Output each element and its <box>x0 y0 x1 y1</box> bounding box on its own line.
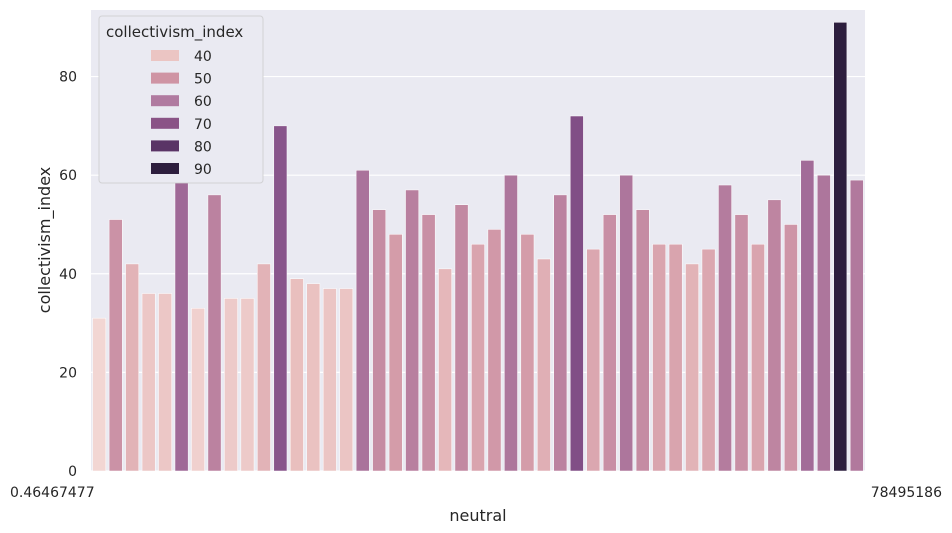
y-tick-label: 20 <box>59 365 77 381</box>
x-tick-label-left: 0.46467477 <box>10 485 95 501</box>
y-tick-label: 40 <box>59 267 77 283</box>
x-tick-label-right: 78495186 <box>871 485 942 501</box>
bar <box>718 184 732 472</box>
bar <box>520 234 535 472</box>
legend-label: 40 <box>194 49 212 65</box>
bar <box>339 288 354 472</box>
legend-swatch <box>151 72 179 84</box>
bar <box>569 115 584 472</box>
bar <box>537 258 551 472</box>
bar <box>652 243 666 472</box>
bar <box>257 263 271 472</box>
bar <box>92 317 107 472</box>
y-ticks: 0 20 40 60 80 <box>59 70 77 480</box>
legend-swatch <box>151 50 179 61</box>
bar <box>800 160 815 472</box>
bar <box>191 308 205 472</box>
legend-label: 90 <box>194 162 212 178</box>
bar <box>701 248 716 472</box>
bar <box>158 293 172 472</box>
bar <box>273 125 288 472</box>
x-axis-label: neutral <box>449 506 506 525</box>
legend-box <box>98 15 264 184</box>
bar <box>108 219 123 472</box>
bar <box>553 194 568 472</box>
bar <box>372 209 387 472</box>
bar <box>290 278 304 472</box>
legend-label: 50 <box>194 72 212 88</box>
bar <box>454 204 469 472</box>
bar <box>240 298 255 472</box>
bar <box>635 209 650 472</box>
bar <box>141 293 156 472</box>
bar <box>421 214 436 472</box>
bar <box>388 234 403 472</box>
bar <box>751 243 765 472</box>
bar <box>306 283 321 472</box>
bar <box>619 174 634 472</box>
bar <box>602 214 617 472</box>
bar <box>849 179 864 472</box>
bar <box>224 298 238 472</box>
legend-label: 70 <box>194 117 212 133</box>
bar <box>734 214 749 472</box>
y-tick-label: 0 <box>68 464 77 480</box>
bar <box>355 169 370 472</box>
bar <box>174 155 189 472</box>
y-tick-label: 80 <box>59 70 77 86</box>
legend-swatch <box>151 163 179 174</box>
y-tick-label: 60 <box>59 168 77 184</box>
legend-swatch <box>151 95 179 107</box>
y-axis-label: collectivism_index <box>35 167 55 313</box>
x-ticks: 0.46467477 78495186 <box>10 485 942 501</box>
bar <box>784 224 798 472</box>
bar <box>207 194 222 472</box>
legend-swatch <box>151 140 179 152</box>
bar <box>438 268 452 472</box>
bar <box>405 189 419 472</box>
bar <box>767 199 782 472</box>
bars <box>92 22 864 472</box>
bar <box>685 263 699 472</box>
bar <box>487 229 502 472</box>
legend-label: 60 <box>194 94 212 110</box>
legend-title: collectivism_index <box>106 23 243 42</box>
legend-label: 80 <box>194 139 212 155</box>
bar <box>668 243 683 472</box>
bar <box>586 248 601 472</box>
bar <box>504 174 518 472</box>
bar <box>125 263 140 472</box>
legend: collectivism_index 40 50 60 70 80 90 <box>98 15 264 184</box>
bar <box>471 243 485 472</box>
bar <box>322 288 337 472</box>
bar <box>833 22 848 472</box>
legend-swatch <box>151 117 179 129</box>
bar <box>816 174 831 472</box>
